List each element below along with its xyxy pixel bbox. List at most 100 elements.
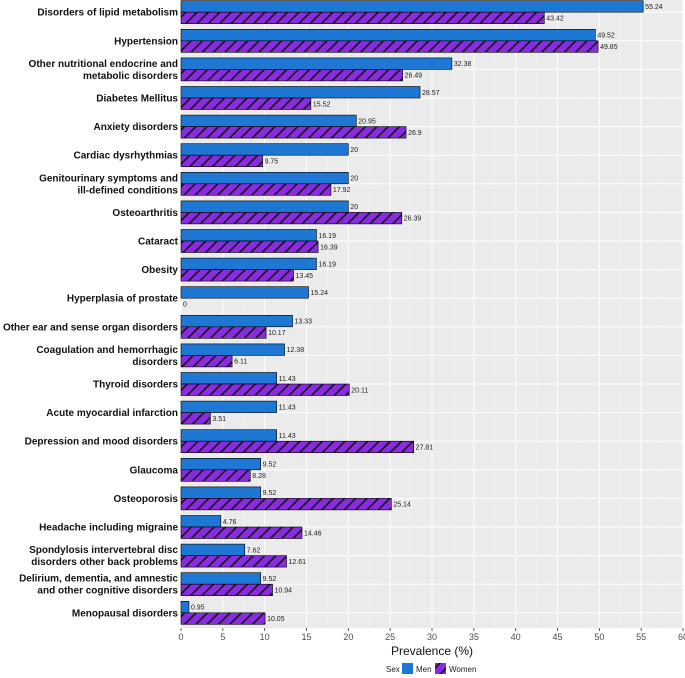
legend-key-men xyxy=(402,663,413,674)
value-label-men: 0.95 xyxy=(191,605,205,612)
value-label-men: 9.52 xyxy=(263,576,277,583)
value-label-men: 9.52 xyxy=(263,490,277,497)
category-label: Other nutritional endocrine and xyxy=(29,59,178,70)
bar-men xyxy=(180,286,309,299)
legend: Sex Men Women xyxy=(386,663,476,674)
value-label-women: 8.28 xyxy=(252,473,266,480)
bar-women xyxy=(180,440,414,454)
bar-women xyxy=(180,154,263,167)
category-label: Osteoporosis xyxy=(114,494,179,505)
value-label-men: 15.24 xyxy=(311,290,329,297)
legend-key-women xyxy=(435,663,446,674)
bar-men xyxy=(180,400,277,413)
x-axis: 0 5 10 15 20 25 30 35 40 45 50 55 60 xyxy=(178,628,685,642)
category-label: Acute myocardial infarction xyxy=(46,408,178,419)
bar-men xyxy=(180,486,261,499)
value-label-women: 3.51 xyxy=(212,416,226,423)
bar-women xyxy=(180,383,350,396)
bar-women xyxy=(180,326,267,339)
bar-women xyxy=(180,126,407,139)
value-label-men: 4.76 xyxy=(223,519,237,526)
bar-men xyxy=(180,343,285,356)
category-label: ill-defined conditions xyxy=(77,185,178,196)
value-label-women: 20.11 xyxy=(351,387,368,394)
legend-title: Sex xyxy=(386,665,400,674)
value-label-women: 0 xyxy=(183,301,187,308)
bar-men xyxy=(180,114,357,127)
value-label-women: 26.39 xyxy=(404,216,422,223)
bar-men xyxy=(180,429,277,442)
bar-men xyxy=(180,172,349,185)
category-label: Diabetes Mellitus xyxy=(96,94,178,105)
value-label-women: 6.11 xyxy=(234,359,247,366)
category-label: Obesity xyxy=(141,265,178,276)
legend-label-men: Men xyxy=(416,665,432,674)
value-label-women: 10.17 xyxy=(268,330,286,337)
tick-label: 30 xyxy=(427,632,437,642)
value-label-men: 13.33 xyxy=(295,319,313,326)
tick-label: 20 xyxy=(343,632,353,642)
category-label: Other ear and sense organ disorders xyxy=(3,322,178,333)
value-label-women: 16.39 xyxy=(320,244,338,251)
bar-men xyxy=(180,257,317,270)
bar-men xyxy=(180,143,349,156)
category-label: Delirium, dementia, and amnestic xyxy=(19,574,178,585)
value-label-men: 20.95 xyxy=(358,118,376,125)
value-label-women: 17.92 xyxy=(333,187,351,194)
bar-men xyxy=(180,457,261,471)
category-label: Hypertension xyxy=(114,36,178,47)
category-label: Anxiety disorders xyxy=(94,122,179,133)
value-label-men: 16.19 xyxy=(318,261,336,268)
value-label-men: 11.43 xyxy=(279,404,296,411)
value-label-women: 10.94 xyxy=(275,587,293,594)
category-label: Depression and mood disorders xyxy=(25,437,179,448)
category-label: Genitourinary symptoms and xyxy=(39,173,178,184)
value-label-women: 43.42 xyxy=(546,15,564,22)
tick-label: 15 xyxy=(301,632,311,642)
value-label-women: 26.49 xyxy=(405,73,423,80)
value-label-women: 9.75 xyxy=(265,158,279,165)
value-label-men: 32.38 xyxy=(454,61,472,68)
value-label-men: 11.43 xyxy=(279,433,296,440)
bars: 55.24 43.42 49.52 49.85 32.38 26.49 28.57 15.52… xyxy=(180,0,663,625)
category-label: metabolic disorders xyxy=(83,71,178,82)
value-label-men: 9.52 xyxy=(263,462,277,469)
bar-men xyxy=(180,515,222,528)
bar-women xyxy=(180,612,266,625)
tick-label: 40 xyxy=(511,632,521,642)
bar-men xyxy=(180,28,596,42)
tick-label: 25 xyxy=(385,632,395,642)
category-label: Glaucoma xyxy=(130,465,179,476)
bar-women xyxy=(180,69,403,82)
bar-women xyxy=(180,240,319,253)
tick-label: 45 xyxy=(552,632,562,642)
value-label-women: 25.14 xyxy=(393,502,411,509)
value-label-men: 7.62 xyxy=(247,547,261,554)
value-label-men: 20 xyxy=(350,176,358,183)
bar-women xyxy=(180,469,251,482)
category-label: Menopausal disorders xyxy=(72,608,179,619)
tick-label: 60 xyxy=(678,632,685,642)
bar-women xyxy=(180,526,303,539)
value-label-women: 10.05 xyxy=(267,616,285,623)
category-label: disorders xyxy=(132,357,178,368)
category-label: and other cognitive disorders xyxy=(37,586,178,597)
tick-label: 5 xyxy=(220,632,225,642)
bar-men xyxy=(180,314,293,328)
category-label: Osteoarthritis xyxy=(112,208,178,219)
category-label: Hyperplasia of prostate xyxy=(67,294,179,305)
legend-label-women: Women xyxy=(449,665,476,674)
category-label: Disorders of lipid metabolism xyxy=(37,8,178,19)
x-axis-title: Prevalence (%) xyxy=(391,644,473,658)
bar-men xyxy=(180,543,246,556)
bar-women xyxy=(180,269,294,282)
bar-women xyxy=(180,212,403,225)
bar-men xyxy=(180,372,277,385)
bar-men xyxy=(180,0,644,13)
value-label-women: 15.52 xyxy=(313,101,331,108)
bar-women xyxy=(180,11,545,24)
value-label-women: 12.61 xyxy=(289,559,307,566)
bar-women xyxy=(180,183,332,196)
bar-men xyxy=(180,600,190,614)
